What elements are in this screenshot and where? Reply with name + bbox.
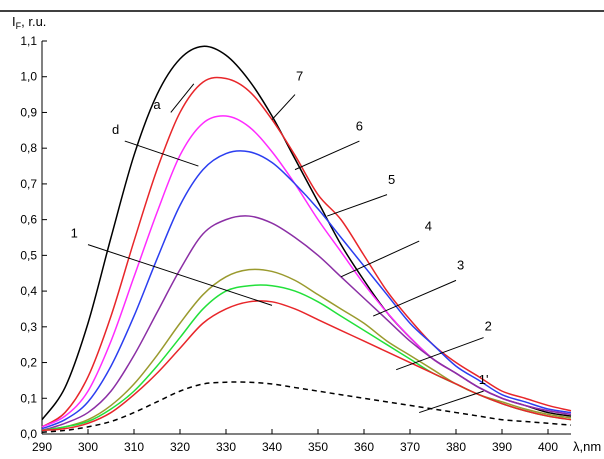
x-tick-label: 400 (538, 440, 558, 454)
annotation-leader (271, 94, 296, 120)
x-tick-label: 360 (354, 440, 374, 454)
axes (0, 10, 604, 435)
annotation-group: a d 7 6 5 4 3 2 1 1' (71, 68, 492, 414)
x-tick-label: 370 (400, 440, 420, 454)
annotation-leader (87, 244, 273, 306)
series-line-a (41, 45, 572, 421)
x-axis-title: λ,nm (573, 439, 601, 454)
annotation-leader (170, 83, 195, 113)
annotation-label: 5 (388, 172, 395, 187)
annotation-leader (294, 140, 360, 171)
y-tick-label: 0,6 (20, 213, 37, 227)
annotation-label: 6 (356, 118, 363, 133)
y-tick-label: 0,9 (20, 105, 37, 119)
series-line-1 (41, 300, 572, 432)
y-tick-label: 0,8 (20, 141, 37, 155)
series-line-2 (41, 284, 572, 432)
series-group (41, 45, 572, 433)
series-line-5 (41, 150, 572, 430)
tick-group: 290 300 310 320 330 340 350 360 370 380 390 400 0,0 0… (20, 34, 558, 454)
x-tick-label: 340 (262, 440, 282, 454)
axis-titles: IF, r.u. λ,nm (12, 14, 601, 454)
x-tick-label: 310 (124, 440, 144, 454)
y-tick-label: 0,1 (20, 391, 37, 405)
series-line-3 (41, 268, 572, 432)
annotation-label: 1' (479, 372, 489, 387)
annotation-label: d (112, 122, 119, 137)
annotation-label: 7 (296, 68, 303, 83)
series-line-7 (41, 76, 572, 428)
annotation-label: 1 (71, 226, 78, 241)
annotation-label: 4 (425, 218, 432, 233)
x-tick-label: 380 (446, 440, 466, 454)
series-line-4 (41, 215, 572, 432)
series-line-6 (41, 115, 572, 428)
annotation-leader (327, 194, 388, 217)
annotation-label: a (153, 97, 161, 112)
y-tick-label: 0,3 (20, 320, 37, 334)
y-tick-label: 1,1 (20, 34, 37, 48)
y-tick-label: 0,0 (20, 427, 37, 441)
annotation-leader (373, 279, 457, 317)
annotation-label: 2 (485, 318, 492, 333)
x-tick-label: 290 (32, 440, 52, 454)
annotation-leader (124, 140, 199, 167)
y-tick-label: 0,4 (20, 284, 37, 298)
series-line-1prime (41, 381, 572, 433)
y-tick-label: 0,2 (20, 356, 37, 370)
annotation-leader (396, 337, 484, 371)
y-tick-label: 0,5 (20, 248, 37, 262)
x-tick-label: 320 (170, 440, 190, 454)
annotation-leader (340, 240, 420, 278)
x-tick-label: 390 (492, 440, 512, 454)
y-tick-label: 0,7 (20, 177, 37, 191)
x-tick-label: 350 (308, 440, 328, 454)
annotation-leader (419, 390, 484, 414)
annotation-label: 3 (457, 258, 464, 273)
x-tick-label: 300 (78, 440, 98, 454)
y-axis-title: IF, r.u. (12, 14, 46, 31)
x-tick-label: 330 (216, 440, 236, 454)
y-tick-label: 1,0 (20, 70, 37, 84)
